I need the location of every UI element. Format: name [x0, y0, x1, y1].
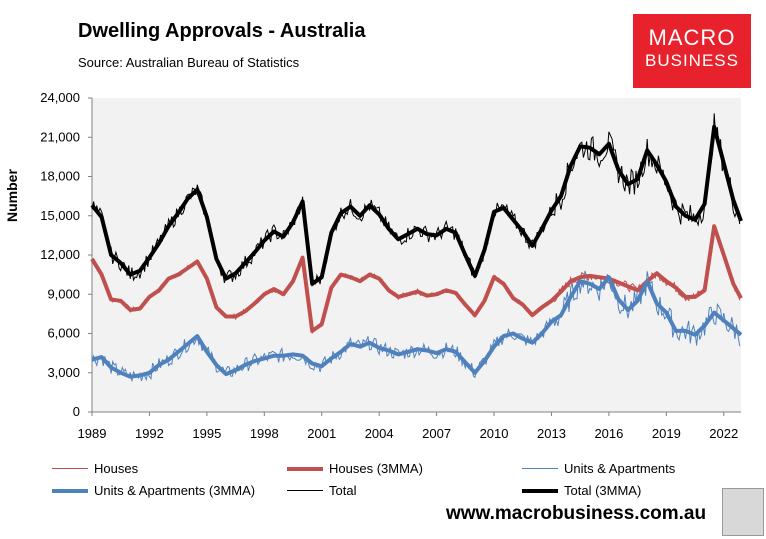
legend-label-houses: Houses	[94, 461, 139, 476]
y-tick-label: 12,000	[40, 247, 80, 262]
logo-line-2: BUSINESS	[645, 51, 739, 70]
y-tick-label: 21,000	[40, 129, 80, 144]
legend-total: Total	[287, 483, 356, 498]
y-tick-label: 0	[73, 404, 80, 419]
legend-houses-3mma: Houses (3MMA)	[287, 461, 423, 476]
x-tick-label: 2022	[709, 426, 738, 441]
logo-line-1: MACRO	[648, 25, 736, 50]
y-tick-label: 24,000	[40, 90, 80, 105]
legend-units-3mma: Units & Apartments (3MMA)	[52, 483, 255, 498]
source-note: Source: Australian Bureau of Statistics	[78, 55, 300, 70]
chart-title: Dwelling Approvals - Australia	[78, 20, 366, 42]
y-tick-label: 9,000	[47, 286, 80, 301]
legend-swatch-houses-3mma	[287, 466, 323, 471]
x-tick-label: 1998	[250, 426, 279, 441]
x-tick-label: 2001	[307, 426, 336, 441]
legend-swatch-total-3mma	[522, 488, 558, 493]
legend-label-total: Total	[329, 483, 357, 498]
legend-units: Units & Apartments	[522, 461, 675, 476]
legend-label-units: Units & Apartments	[564, 461, 676, 476]
units-3mma-line	[91, 275, 743, 379]
x-tick-label: 1989	[78, 426, 107, 441]
legend-houses: Houses	[52, 461, 138, 476]
y-tick-label: 15,000	[40, 208, 80, 223]
total-3mma-line	[90, 124, 743, 286]
x-tick-label: 2013	[537, 426, 566, 441]
y-tick-label: 18,000	[40, 169, 80, 184]
x-tick-label: 2016	[594, 426, 623, 441]
legend-swatch-units	[522, 468, 558, 469]
x-tick-label: 1995	[192, 426, 221, 441]
plot-area	[92, 98, 741, 412]
houses-3mma-line	[90, 224, 743, 333]
legend-label-houses-3mma: Houses (3MMA)	[329, 461, 423, 476]
x-tick-label: 2004	[365, 426, 394, 441]
y-tick-label: 6,000	[47, 326, 80, 341]
y-tick-label: 3,000	[47, 365, 80, 380]
x-tick-label: 2010	[480, 426, 509, 441]
website-url: www.macrobusiness.com.au	[446, 503, 707, 524]
x-tick-label: 2019	[652, 426, 681, 441]
legend-label-units-3mma: Units & Apartments (3MMA)	[94, 483, 256, 498]
legend-swatch-units-3mma	[52, 488, 88, 493]
legend-swatch-total	[287, 490, 323, 491]
legend-label-total-3mma: Total (3MMA)	[564, 483, 642, 498]
x-tick-label: 2007	[422, 426, 451, 441]
x-tick-label: 1992	[135, 426, 164, 441]
macrobusiness-logo: MACRO BUSINESS	[633, 14, 751, 88]
legend-swatch-houses	[52, 468, 88, 469]
wolf-mascot-image	[722, 488, 764, 536]
legend-total-3mma: Total (3MMA)	[522, 483, 641, 498]
